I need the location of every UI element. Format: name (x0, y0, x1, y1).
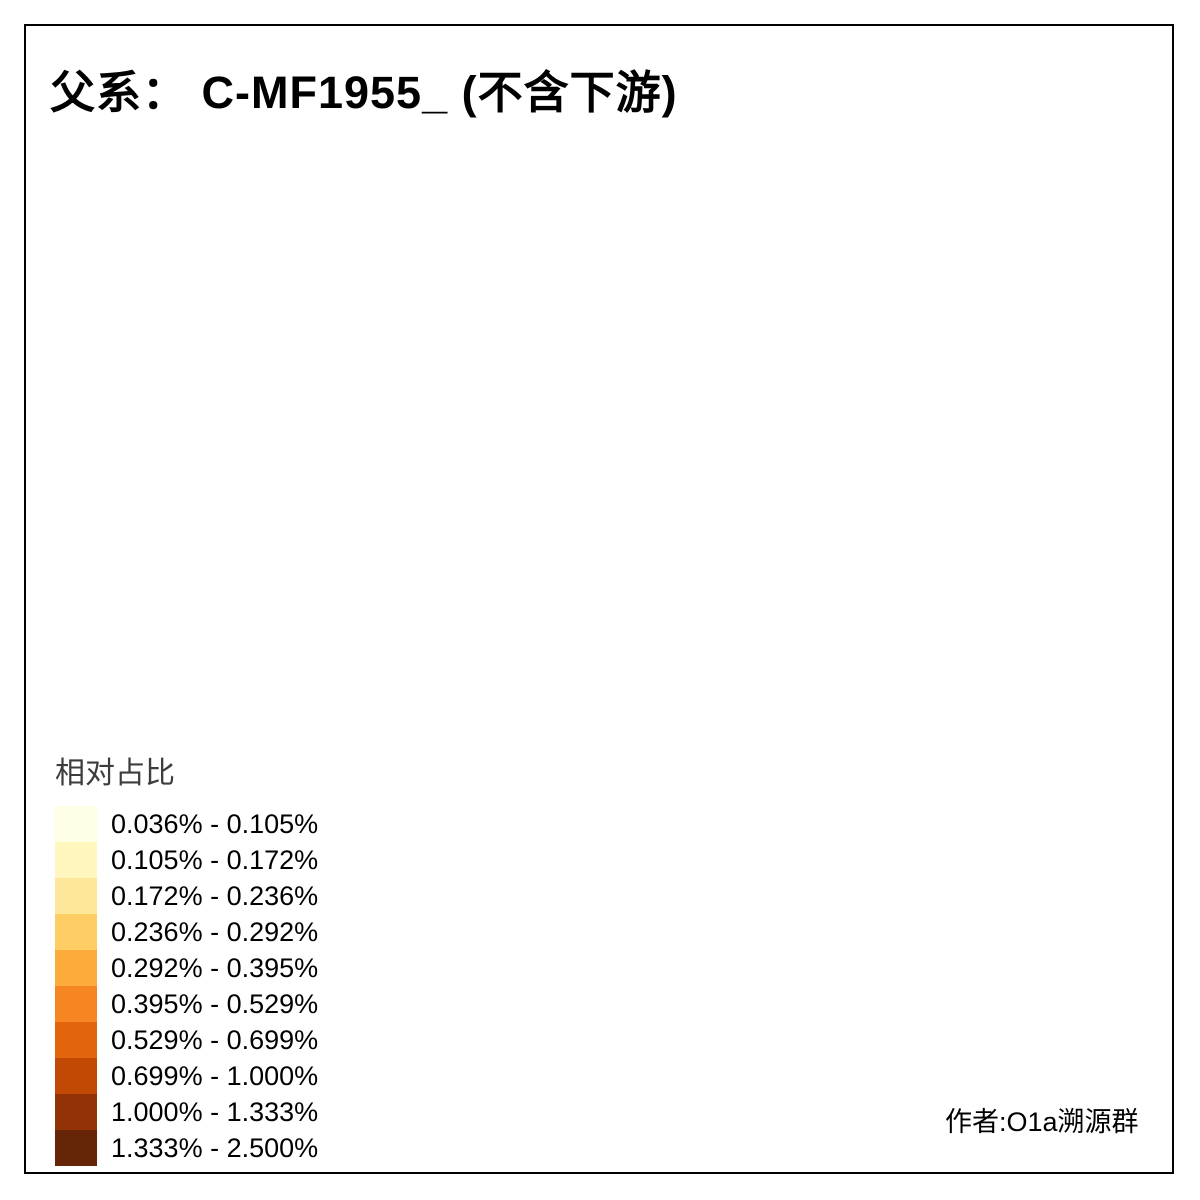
legend-title: 相对占比 (55, 757, 175, 790)
legend-row: 0.105% - 0.172% (55, 842, 318, 878)
legend-label: 0.236% - 0.292% (111, 916, 319, 947)
legend-label: 0.172% - 0.236% (111, 880, 319, 911)
page-title: 父系： C-MF1955_ (不含下游) (50, 67, 678, 118)
legend-label: 0.105% - 0.172% (111, 844, 319, 875)
legend-swatch (55, 806, 97, 842)
legend-swatch (55, 1094, 97, 1130)
legend-swatch (55, 914, 97, 950)
legend-label: 1.333% - 2.500% (111, 1132, 319, 1163)
plot-frame (24, 24, 1174, 1174)
legend-swatch (55, 950, 97, 986)
legend-row: 0.172% - 0.236% (55, 878, 318, 914)
legend-swatch (55, 986, 97, 1022)
legend-row: 1.000% - 1.333% (55, 1094, 318, 1130)
legend-swatch (55, 1130, 97, 1166)
legend-row: 0.529% - 0.699% (55, 1022, 318, 1058)
legend-label: 0.529% - 0.699% (111, 1024, 319, 1055)
legend-rows: 0.036% - 0.105% 0.105% - 0.172% 0.172% - 0… (55, 806, 318, 1166)
legend: 相对占比 0.036% - 0.105% 0.105% - 0.172% 0.172… (55, 748, 318, 1166)
legend-swatch (55, 842, 97, 878)
legend-swatch (55, 878, 97, 914)
legend-swatch (55, 1058, 97, 1094)
legend-row: 1.333% - 2.500% (55, 1130, 318, 1166)
legend-label: 0.036% - 0.105% (111, 808, 319, 839)
legend-swatch (55, 1022, 97, 1058)
legend-row: 0.036% - 0.105% (55, 806, 318, 842)
author-credit: 作者:O1a溯源群 (945, 1107, 1139, 1137)
legend-label: 0.699% - 1.000% (111, 1060, 319, 1091)
legend-row: 0.236% - 0.292% (55, 914, 318, 950)
legend-label: 1.000% - 1.333% (111, 1096, 319, 1127)
legend-row: 0.292% - 0.395% (55, 950, 318, 986)
legend-row: 0.395% - 0.529% (55, 986, 318, 1022)
legend-label: 0.395% - 0.529% (111, 988, 319, 1019)
legend-label: 0.292% - 0.395% (111, 952, 319, 983)
legend-row: 0.699% - 1.000% (55, 1058, 318, 1094)
